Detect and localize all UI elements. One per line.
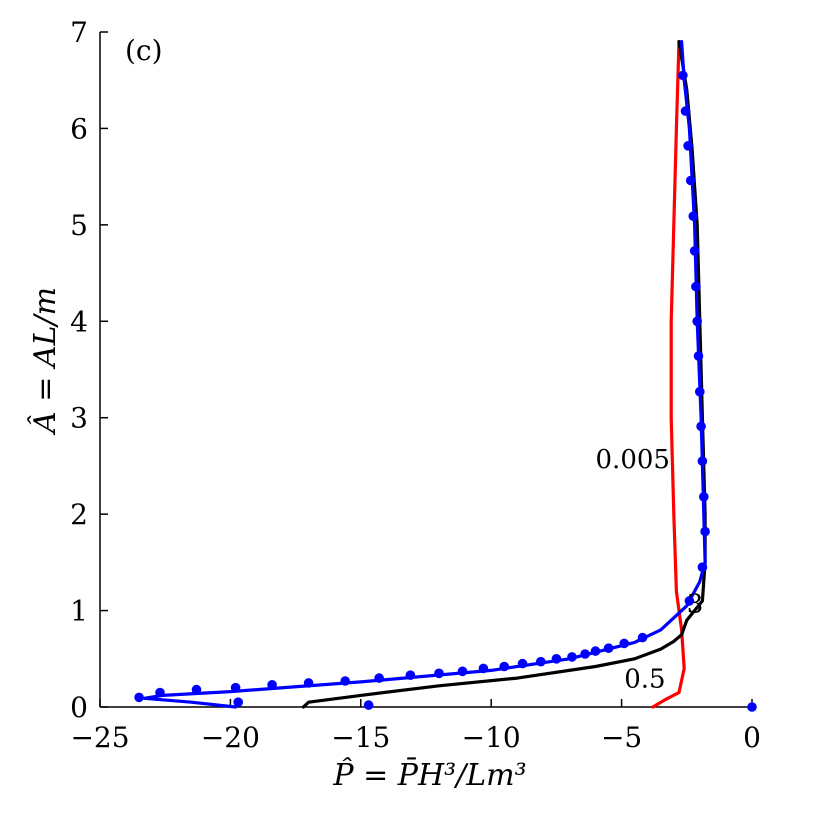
y-ticks: 0 1 2 3 4 5 6 7 bbox=[70, 16, 108, 724]
data-point bbox=[478, 663, 489, 674]
data-point bbox=[685, 175, 696, 186]
data-point bbox=[517, 658, 528, 669]
data-point bbox=[363, 700, 374, 710]
data-point bbox=[637, 632, 648, 643]
data-point bbox=[374, 673, 384, 683]
data-point bbox=[697, 456, 708, 466]
y-tick-label: 7 bbox=[70, 16, 88, 49]
series-layer bbox=[142, 39, 707, 709]
data-point bbox=[233, 697, 243, 707]
data-point bbox=[230, 682, 241, 693]
series-line-0.5 bbox=[301, 39, 707, 709]
y-tick-label: 3 bbox=[70, 402, 88, 435]
data-point bbox=[697, 562, 708, 572]
data-point bbox=[499, 661, 510, 672]
data-point bbox=[696, 421, 706, 432]
data-point bbox=[700, 526, 710, 537]
x-tick-label: −15 bbox=[331, 721, 390, 754]
series-line-0.005 bbox=[651, 39, 686, 709]
y-tick-label: 2 bbox=[70, 498, 88, 531]
data-point bbox=[619, 638, 629, 649]
data-point bbox=[405, 670, 416, 680]
data-point bbox=[691, 281, 701, 292]
y-axis-title: Â = AL/m bbox=[27, 287, 63, 436]
data-point bbox=[567, 652, 577, 662]
y-tick-label: 6 bbox=[70, 112, 88, 145]
x-tick-label: −20 bbox=[201, 721, 260, 754]
curve-label: 0.5 bbox=[624, 665, 665, 695]
data-point bbox=[134, 692, 144, 703]
x-axis-title: P̂ = P̄H³/Lm³ bbox=[332, 757, 526, 793]
data-point bbox=[457, 666, 468, 677]
data-point bbox=[536, 656, 546, 667]
marker-layer bbox=[134, 70, 757, 712]
y-tick-label: 4 bbox=[70, 305, 88, 338]
data-point bbox=[191, 684, 202, 695]
data-point bbox=[693, 351, 704, 361]
data-point bbox=[434, 668, 444, 679]
x-tick-label: −25 bbox=[70, 721, 129, 754]
data-point bbox=[590, 646, 601, 656]
x-tick-label: −5 bbox=[601, 721, 642, 754]
data-point bbox=[747, 702, 757, 712]
data-point bbox=[688, 211, 699, 221]
data-point bbox=[692, 316, 702, 327]
data-point bbox=[340, 676, 351, 686]
data-point bbox=[695, 386, 705, 397]
curve-label: 0.005 bbox=[596, 445, 670, 475]
annotation-layer: 0.005 3 0.5 bbox=[596, 445, 704, 695]
data-point bbox=[689, 246, 700, 256]
data-point bbox=[551, 654, 562, 664]
data-point bbox=[580, 649, 590, 659]
y-tick-label: 1 bbox=[70, 595, 88, 628]
data-point bbox=[267, 680, 277, 690]
axes bbox=[99, 32, 752, 708]
data-point bbox=[680, 106, 691, 116]
x-ticks: −25 −20 −15 −10 −5 0 bbox=[70, 699, 761, 754]
y-tick-label: 5 bbox=[70, 209, 88, 242]
data-point bbox=[684, 596, 695, 606]
data-point bbox=[678, 70, 688, 81]
y-tick-label: 0 bbox=[70, 691, 88, 724]
series-line-3 bbox=[142, 39, 707, 709]
data-point bbox=[699, 492, 709, 502]
data-point bbox=[683, 141, 693, 151]
x-tick-label: −10 bbox=[462, 721, 521, 754]
data-point bbox=[603, 643, 614, 653]
curve-label: 3 bbox=[687, 590, 704, 620]
data-point bbox=[303, 678, 314, 688]
panel-label: (c) bbox=[125, 34, 163, 67]
x-tick-label: 0 bbox=[743, 721, 761, 754]
data-point bbox=[155, 687, 165, 698]
